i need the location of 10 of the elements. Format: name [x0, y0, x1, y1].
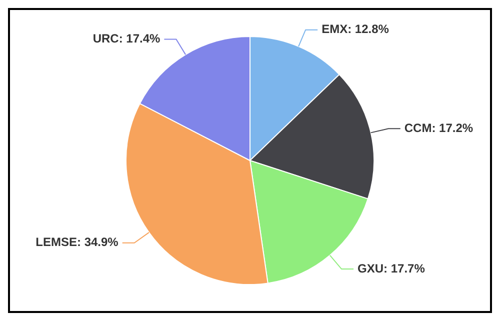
data-label: : 17.2% [432, 120, 474, 135]
slice-label: GXU [358, 261, 384, 276]
slice-label: EMX [322, 22, 348, 36]
data-label: : 17.4% [118, 32, 161, 46]
data-label: : 12.8% [348, 22, 390, 36]
slice-label: CCM [404, 120, 432, 135]
data-label: : 34.9% [76, 235, 119, 250]
slice-label: LEMSE [36, 235, 77, 250]
data-label: : 17.7% [384, 261, 426, 276]
slice-label: URC [92, 32, 120, 46]
